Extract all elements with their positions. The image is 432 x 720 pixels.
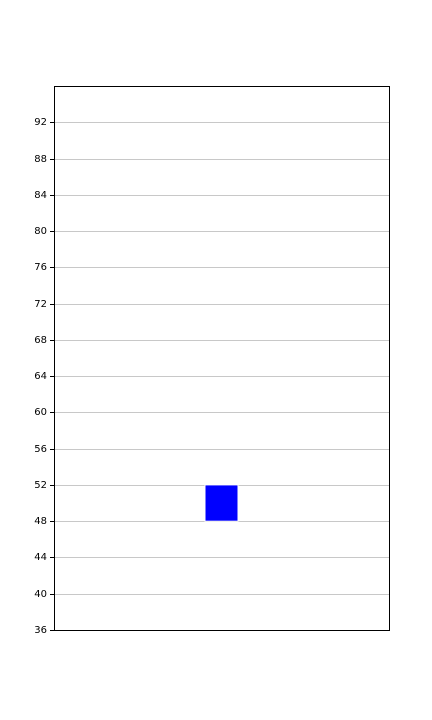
y-tick-label: 68 (34, 335, 47, 346)
y-tick-label: 80 (34, 226, 47, 237)
y-tick-label: 56 (34, 444, 47, 455)
y-tick-label: 40 (34, 589, 47, 600)
plot-area-frame (54, 86, 390, 631)
y-tick-label: 52 (34, 480, 47, 491)
y-axis: 36 40 44 48 52 56 60 64 68 72 76 80 84 88 92 (34, 117, 54, 636)
y-tick-label: 36 (34, 625, 47, 636)
y-tick-label: 76 (34, 262, 47, 273)
y-tick-label: 48 (34, 516, 47, 527)
y-tick-label: 92 (34, 117, 47, 128)
y-tick-label: 44 (34, 552, 47, 563)
bar-series (204, 484, 239, 522)
y-tick-label: 84 (34, 190, 47, 201)
bar (204, 484, 239, 522)
grid-lines (54, 122, 389, 595)
y-tick-label: 60 (34, 407, 47, 418)
y-tick-label: 72 (34, 299, 47, 310)
y-tick-label: 88 (34, 154, 47, 165)
y-tick-label: 64 (34, 371, 47, 382)
